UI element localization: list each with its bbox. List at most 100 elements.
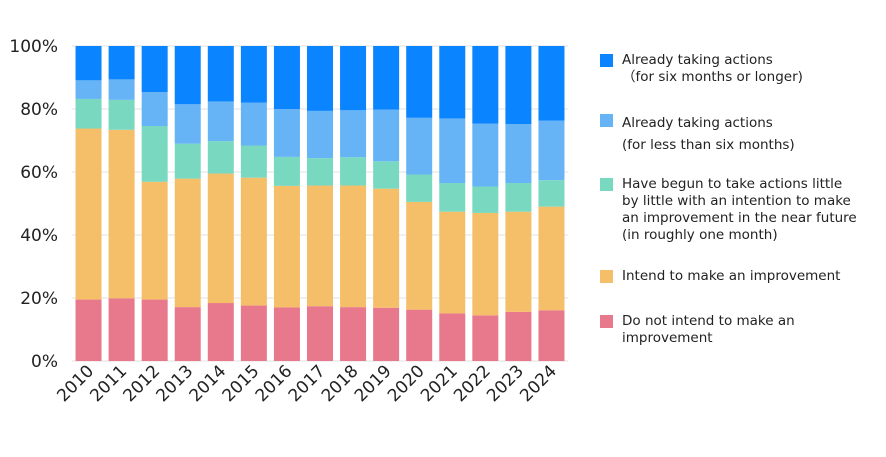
bar-segment-0 (273, 307, 300, 361)
bar-segment-2 (439, 183, 466, 212)
bar-segment-1 (472, 212, 499, 316)
bar-segment-0 (174, 307, 201, 361)
bar-segment-0 (340, 307, 367, 361)
bar-segment-3 (307, 110, 333, 159)
bar-segment-4 (174, 46, 201, 105)
x-tick-label: 2015 (219, 361, 264, 406)
y-tick-label: 40% (20, 226, 58, 246)
bar-segment-0 (307, 306, 333, 361)
bar-segment-4 (273, 46, 300, 109)
bar-segment-4 (207, 46, 234, 102)
bar-segment-2 (538, 180, 565, 207)
legend-label: Intend to make an improvement (622, 268, 841, 284)
bar-segment-0 (373, 307, 400, 361)
bar-segment-3 (108, 79, 135, 100)
bar-segment-4 (240, 46, 267, 103)
bar-segment-0 (406, 309, 433, 361)
y-tick-label: 0% (31, 352, 58, 372)
bar-segment-2 (273, 156, 300, 186)
bar-segment-2 (373, 161, 400, 189)
bar-segment-3 (174, 104, 201, 144)
bar-segment-3 (141, 91, 168, 127)
bar-segment-4 (439, 46, 466, 119)
bar-segment-3 (373, 109, 400, 162)
x-tick-label: 2024 (516, 361, 561, 406)
bar-segment-1 (538, 206, 565, 311)
bar-segment-1 (505, 211, 532, 312)
x-tick-label: 2011 (86, 361, 131, 406)
x-tick-label: 2018 (318, 361, 363, 406)
bar-segment-2 (174, 143, 201, 179)
bar-segment-4 (505, 46, 532, 125)
bar-segment-4 (472, 46, 499, 124)
bar-segment-0 (141, 299, 168, 361)
x-tick-label: 2010 (53, 361, 98, 406)
bar-segment-1 (406, 201, 433, 310)
bar-segment-1 (307, 185, 333, 307)
bar-segment-3 (472, 123, 499, 187)
bar-segment-2 (75, 98, 102, 129)
x-tick-label: 2014 (186, 361, 231, 406)
bar-segment-0 (207, 303, 234, 361)
bar-segment-4 (108, 46, 135, 80)
bar-segment-1 (340, 185, 367, 308)
x-tick-label: 2022 (450, 361, 495, 406)
bar-segment-2 (505, 183, 532, 212)
bar-segment-3 (207, 101, 234, 142)
x-tick-label: 2013 (153, 361, 198, 406)
y-tick-label: 60% (20, 163, 58, 183)
bar-segment-0 (75, 299, 102, 361)
bar-segment-2 (406, 174, 433, 202)
bar-segment-3 (340, 110, 367, 158)
bar-segment-3 (406, 117, 433, 175)
legend-swatch (600, 114, 613, 127)
legend-swatch (600, 178, 613, 191)
x-tick-label: 2021 (417, 361, 462, 406)
bar-segment-3 (505, 124, 532, 184)
x-tick-label: 2012 (119, 361, 164, 406)
legend-label: Have begun to take actions little by lit… (622, 176, 857, 243)
bar-segment-4 (340, 46, 367, 111)
y-tick-label: 20% (20, 289, 58, 309)
bar-segment-4 (307, 46, 333, 111)
bar-segment-4 (406, 46, 433, 118)
bar-segment-0 (240, 305, 267, 361)
bar-segment-4 (373, 46, 400, 110)
bar-segment-1 (207, 173, 234, 304)
bar-segment-2 (108, 99, 135, 130)
bar-segment-2 (141, 126, 168, 182)
bar-segment-4 (75, 46, 102, 81)
legend-label: Do not intend to make an improvement (622, 313, 795, 346)
legend-swatch (600, 54, 613, 67)
bar-segment-1 (373, 188, 400, 308)
bar-segment-1 (75, 128, 102, 300)
bar-segment-3 (75, 80, 102, 99)
legend-swatch (600, 270, 613, 283)
x-tick-label: 2019 (351, 361, 396, 406)
bar-segment-1 (108, 129, 135, 299)
x-tick-label: 2020 (384, 361, 429, 406)
bar-segment-0 (108, 298, 135, 361)
bar-segment-3 (240, 102, 267, 146)
bar-segment-2 (307, 158, 333, 186)
bar-segment-1 (439, 211, 466, 314)
bar-segment-3 (439, 118, 466, 184)
bar-segment-1 (174, 178, 201, 308)
legend-label: Already taking actions (for less than si… (622, 115, 795, 153)
x-tick-label: 2017 (285, 361, 330, 406)
legend-swatch (600, 315, 613, 328)
bar-segment-0 (538, 310, 565, 361)
bar-segment-1 (273, 185, 300, 308)
bar-segment-2 (240, 145, 267, 178)
bar-segment-3 (273, 109, 300, 157)
bar-segment-0 (505, 311, 532, 361)
bar-segment-0 (439, 313, 466, 361)
legend-label: Already taking actions （for six months o… (622, 52, 803, 85)
bar-segment-2 (472, 186, 499, 213)
bar-segment-2 (207, 141, 234, 174)
bar-segment-4 (141, 46, 168, 92)
bar-segment-1 (240, 177, 267, 306)
bar-segment-3 (538, 120, 565, 181)
bar-segment-0 (472, 315, 499, 361)
